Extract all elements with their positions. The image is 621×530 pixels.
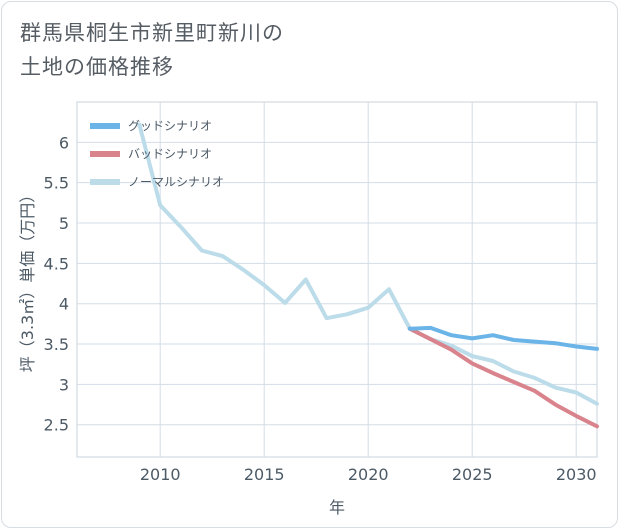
series-lines	[137, 122, 599, 429]
legend-label: グッドシナリオ	[128, 119, 212, 133]
y-tick-label: 4.5	[44, 254, 69, 273]
y-tick-label: 6	[59, 133, 69, 152]
y-tick-label: 4	[59, 295, 69, 314]
series-line-0	[407, 325, 599, 351]
y-tick-label: 3	[59, 375, 69, 394]
y-tick-label: 5	[59, 214, 69, 233]
chart-title-line-2: 土地の価格推移	[20, 55, 174, 79]
legend-label: ノーマルシナリオ	[128, 175, 224, 189]
chart-title-line-1: 群馬県桐生市新里町新川の	[20, 21, 284, 45]
y-tick-label: 3.5	[44, 335, 69, 354]
x-tick-label: 2010	[140, 465, 181, 484]
plot-frame	[76, 101, 598, 458]
grid	[76, 101, 598, 458]
y-tick-label: 5.5	[44, 174, 69, 193]
series-line-2	[137, 122, 599, 406]
y-tick-label: 2.5	[44, 416, 69, 435]
y-axis-label: 坪（3.3㎡）単価（万円）	[18, 187, 37, 372]
x-tick-label: 2030	[556, 465, 597, 484]
legend-label: バッドシナリオ	[128, 147, 212, 161]
x-tick-label: 2025	[452, 465, 493, 484]
axes: 2.5 3 3.5 4 4.5 5 5.5 6 2010 2015 2020 2025 2030	[44, 133, 597, 484]
x-tick-label: 2015	[244, 465, 285, 484]
x-axis-label: 年	[329, 498, 345, 517]
series-line-1	[407, 326, 599, 429]
chart-title: 群馬県桐生市新里町新川の 土地の価格推移	[20, 16, 440, 84]
x-tick-label: 2020	[348, 465, 389, 484]
